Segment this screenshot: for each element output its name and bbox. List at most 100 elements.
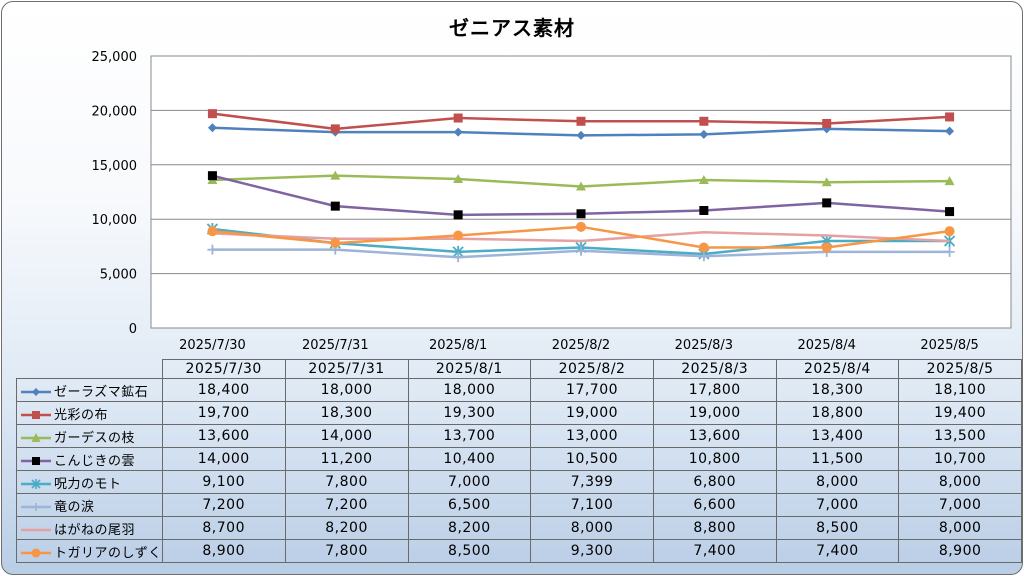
table-header-cell: 2025/8/1 xyxy=(407,359,532,379)
table-cell: 19,700 xyxy=(161,401,286,425)
series-name: 光彩の布 xyxy=(54,407,109,423)
table-cell: 13,600 xyxy=(161,424,286,448)
y-tick-label: 15,000 xyxy=(92,159,138,174)
data-point xyxy=(576,245,586,256)
table-cell: 13,400 xyxy=(775,424,900,448)
legend-swatch-icon xyxy=(21,503,51,511)
table-cell: 18,800 xyxy=(775,401,900,425)
chart-title: ゼニアス素材 xyxy=(449,16,575,40)
table-cell: 7,400 xyxy=(775,539,900,563)
x-tick-label: 2025/8/2 xyxy=(552,338,610,353)
table-cell: 7,800 xyxy=(284,539,409,563)
table-row: 呪力のモト 9,100 7,800 7,000 7,399 6,800 8,000 8,000 xyxy=(16,470,1022,494)
legend-swatch-icon xyxy=(21,388,51,396)
table-cell: 10,500 xyxy=(530,447,654,471)
data-point xyxy=(821,177,832,187)
table-row: 竜の涙 7,200 7,200 6,500 7,100 6,600 7,000 7,000 xyxy=(16,493,1022,517)
data-point xyxy=(453,230,464,241)
data-point xyxy=(699,205,709,215)
table-cell: 8,200 xyxy=(407,516,532,540)
table-cell: 6,500 xyxy=(407,493,532,517)
table-cell: 6,800 xyxy=(652,470,777,494)
data-point xyxy=(576,130,586,140)
legend-swatch-icon xyxy=(21,411,51,419)
table-cell: 18,300 xyxy=(775,378,900,402)
y-tick-label: 0 xyxy=(129,322,137,337)
series-name: こんじきの雲 xyxy=(54,453,136,469)
table-row: こんじきの雲 14,000 11,200 10,400 10,500 10,800 11,5… xyxy=(16,447,1022,471)
legend-swatch-icon xyxy=(21,548,51,558)
table-cell: 18,000 xyxy=(284,378,409,402)
table-cell: 13,500 xyxy=(898,424,1022,448)
table-cell: 8,000 xyxy=(530,516,654,540)
data-point xyxy=(576,221,586,232)
table-cell: 7,200 xyxy=(161,493,286,517)
data-point xyxy=(945,112,955,122)
table-cell: 8,500 xyxy=(407,539,532,563)
table-cell: 7,200 xyxy=(284,493,409,517)
data-point xyxy=(821,242,832,253)
table-cell: 14,000 xyxy=(161,447,286,471)
data-point xyxy=(944,176,955,186)
table-cell: 13,000 xyxy=(530,424,654,448)
x-tick-label: 2025/7/30 xyxy=(179,338,246,353)
series-label: トガリアのしずく xyxy=(16,539,163,563)
table-cell: 14,000 xyxy=(284,424,409,448)
data-point xyxy=(453,173,464,183)
series-label: 竜の涙 xyxy=(16,493,163,517)
table-cell: 11,200 xyxy=(284,447,409,471)
table-row: トガリアのしずく 8,900 7,800 8,500 9,300 7,400 7,400 8,… xyxy=(16,539,1022,563)
table-cell: 8,000 xyxy=(898,470,1022,494)
table-cell: 13,600 xyxy=(652,424,777,448)
x-tick-label: 2025/8/4 xyxy=(798,338,856,353)
data-point xyxy=(330,238,341,249)
series-label: はがねの尾羽 xyxy=(16,516,163,540)
data-point xyxy=(207,109,217,119)
table-cell: 9,100 xyxy=(161,470,286,494)
data-point xyxy=(207,171,217,181)
data-point xyxy=(576,209,586,219)
table-cell: 8,900 xyxy=(898,539,1022,563)
table-cell: 19,000 xyxy=(530,401,654,425)
table-cell: 18,000 xyxy=(407,378,532,402)
y-tick-label: 20,000 xyxy=(92,104,138,119)
table-cell: 8,800 xyxy=(652,516,777,540)
table-cell: 9,300 xyxy=(530,539,654,563)
data-point xyxy=(453,113,463,123)
table-cell: 10,800 xyxy=(652,447,777,471)
table-cell: 19,000 xyxy=(652,401,777,425)
table-cell: 13,700 xyxy=(407,424,532,448)
table-header-row: 2025/7/30 2025/7/31 2025/8/1 2025/8/2 2025/8… xyxy=(16,359,1022,379)
plot-area xyxy=(150,55,1012,329)
data-point xyxy=(945,126,955,136)
series-label: ガーデスの枝 xyxy=(16,424,163,448)
table-header-cell: 2025/8/2 xyxy=(530,359,654,379)
table-cell: 8,700 xyxy=(161,516,286,540)
data-point xyxy=(576,181,586,191)
table-cell: 10,700 xyxy=(898,447,1022,471)
x-tick-label: 2025/8/5 xyxy=(920,338,978,353)
y-tick-label: 5,000 xyxy=(100,268,137,283)
legend-swatch-icon xyxy=(21,479,51,489)
table-cell: 18,400 xyxy=(161,378,286,402)
data-point xyxy=(944,226,955,237)
table-cell: 7,399 xyxy=(530,470,654,494)
data-point xyxy=(699,116,709,126)
table-cell: 6,600 xyxy=(652,493,777,517)
table-row: はがねの尾羽 8,700 8,200 8,200 8,000 8,800 8,500 8,00… xyxy=(16,516,1022,540)
x-tick-label: 2025/8/3 xyxy=(675,338,733,353)
data-point xyxy=(207,123,217,133)
table-cell: 7,800 xyxy=(284,470,409,494)
data-point xyxy=(698,175,709,185)
y-tick-label: 10,000 xyxy=(92,213,138,228)
table-cell: 19,300 xyxy=(407,401,532,425)
table-header-cell: 2025/7/30 xyxy=(161,359,286,379)
table-cell: 8,000 xyxy=(775,470,900,494)
x-tick-label: 2025/7/31 xyxy=(302,338,369,353)
data-point xyxy=(330,124,340,134)
table-cell: 19,400 xyxy=(898,401,1022,425)
data-point xyxy=(453,252,464,263)
data-point xyxy=(207,244,218,255)
data-point xyxy=(453,127,463,137)
